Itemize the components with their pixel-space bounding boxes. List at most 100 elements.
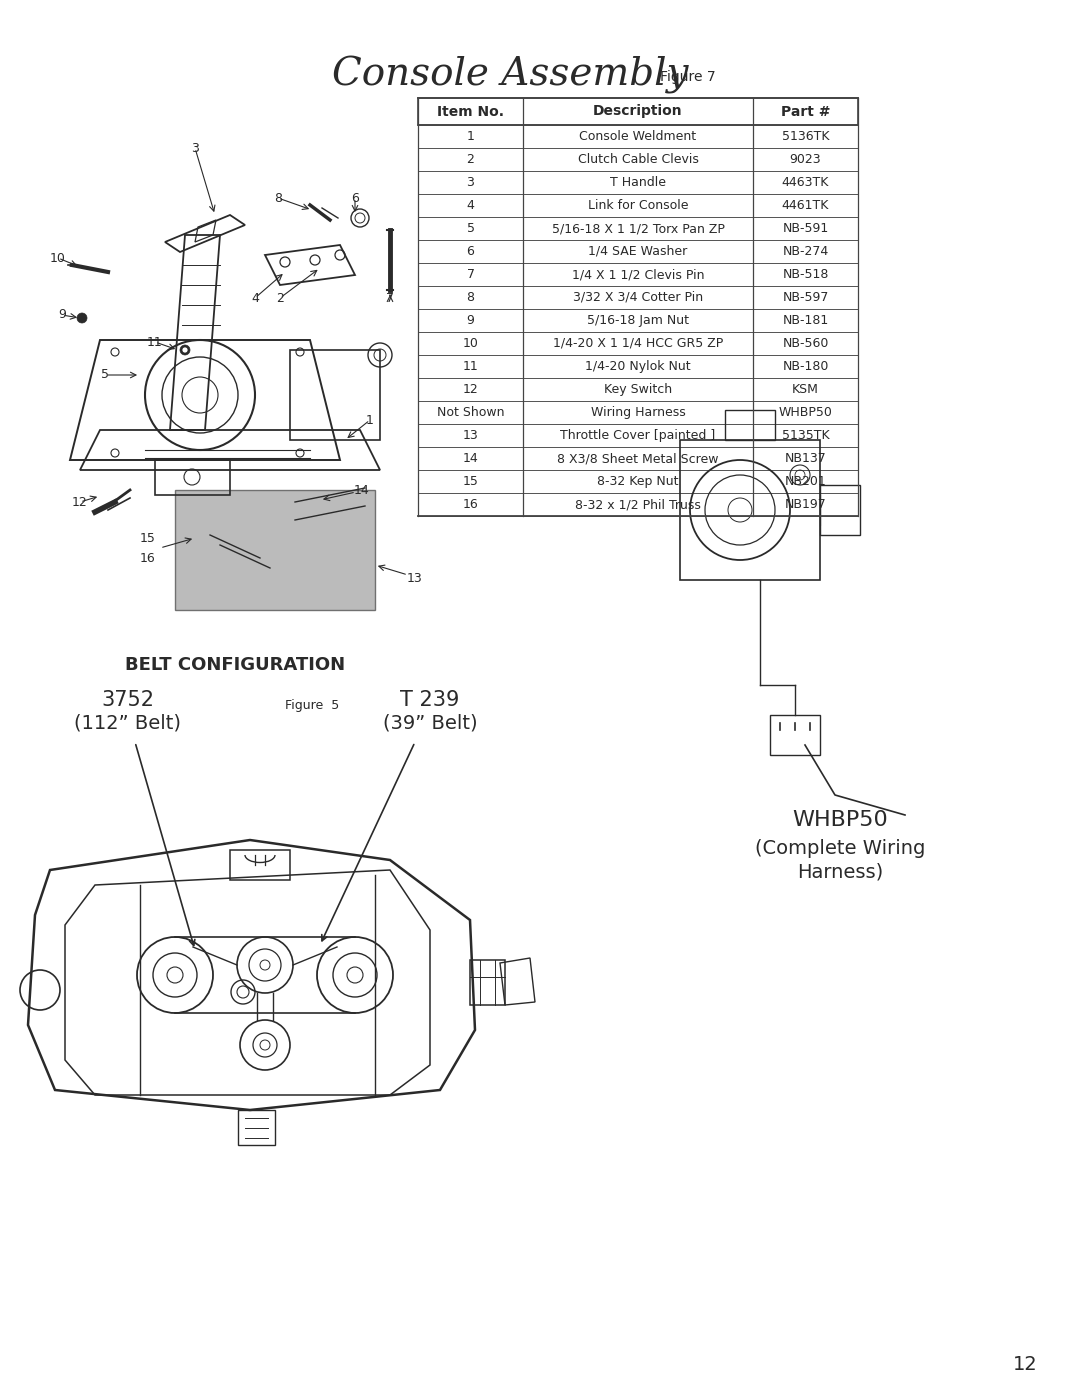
Text: 1/4-20 X 1 1/4 HCC GR5 ZP: 1/4-20 X 1 1/4 HCC GR5 ZP	[553, 337, 724, 351]
Text: 5: 5	[467, 222, 474, 235]
Text: 2: 2	[467, 154, 474, 166]
Text: NB-518: NB-518	[782, 268, 828, 281]
Text: 3752: 3752	[102, 690, 154, 710]
Text: 6: 6	[467, 244, 474, 258]
Text: 5/16-18 X 1 1/2 Torx Pan ZP: 5/16-18 X 1 1/2 Torx Pan ZP	[552, 222, 725, 235]
Text: Link for Console: Link for Console	[588, 198, 688, 212]
Text: 10: 10	[50, 251, 66, 264]
Text: 13: 13	[462, 429, 478, 441]
Text: Figure 7: Figure 7	[660, 70, 716, 84]
Text: 12: 12	[1013, 1355, 1038, 1375]
Bar	[418, 425, 858, 447]
Text: 4: 4	[467, 198, 474, 212]
Text: 12: 12	[462, 383, 478, 395]
Text: 5: 5	[102, 369, 109, 381]
Text: 15: 15	[140, 531, 156, 545]
Text: (112” Belt): (112” Belt)	[75, 714, 181, 732]
Text: 1/4 X 1 1/2 Clevis Pin: 1/4 X 1 1/2 Clevis Pin	[571, 268, 704, 281]
Text: Not Shown: Not Shown	[436, 407, 504, 419]
Text: Figure  5: Figure 5	[285, 698, 339, 711]
Bar	[418, 469, 858, 493]
Bar	[418, 355, 858, 379]
Text: 6: 6	[351, 191, 359, 204]
Text: Wiring Harness: Wiring Harness	[591, 407, 686, 419]
Bar	[418, 493, 858, 515]
Text: BELT CONFIGURATION: BELT CONFIGURATION	[125, 657, 346, 673]
Bar	[418, 286, 858, 309]
Text: (39” Belt): (39” Belt)	[382, 714, 477, 732]
Bar	[418, 401, 858, 425]
Bar	[175, 490, 375, 610]
Text: 3/32 X 3/4 Cotter Pin: 3/32 X 3/4 Cotter Pin	[572, 291, 703, 305]
Circle shape	[180, 345, 190, 355]
Text: 3: 3	[191, 141, 199, 155]
Text: NB-560: NB-560	[782, 337, 828, 351]
Bar	[418, 170, 858, 194]
Text: 15: 15	[462, 475, 478, 488]
Text: 1/4 SAE Washer: 1/4 SAE Washer	[589, 244, 688, 258]
Text: 1/4-20 Nylok Nut: 1/4-20 Nylok Nut	[585, 360, 691, 373]
Text: 13: 13	[407, 571, 423, 584]
Bar	[418, 447, 858, 469]
Text: Part #: Part #	[781, 105, 831, 119]
Text: 8: 8	[274, 191, 282, 204]
Text: (Complete Wiring: (Complete Wiring	[755, 838, 926, 858]
Bar	[418, 263, 858, 286]
Text: NB137: NB137	[785, 453, 826, 465]
Text: Description: Description	[593, 105, 683, 119]
Text: 14: 14	[462, 453, 478, 465]
Text: NB-181: NB-181	[782, 314, 828, 327]
Bar	[418, 332, 858, 355]
Bar	[418, 98, 858, 124]
Text: 5136TK: 5136TK	[782, 130, 829, 142]
Text: NB-591: NB-591	[782, 222, 828, 235]
Text: NB-274: NB-274	[782, 244, 828, 258]
Bar	[418, 309, 858, 332]
Text: 4: 4	[251, 292, 259, 305]
Text: Console Weldment: Console Weldment	[580, 130, 697, 142]
Text: 1: 1	[467, 130, 474, 142]
Text: Console Assembly: Console Assembly	[332, 56, 688, 94]
Text: Item No.: Item No.	[437, 105, 504, 119]
Text: 9: 9	[467, 314, 474, 327]
Text: 16: 16	[462, 497, 478, 511]
Bar	[418, 124, 858, 148]
Text: T Handle: T Handle	[610, 176, 666, 189]
Text: 8 X3/8 Sheet Metal Screw: 8 X3/8 Sheet Metal Screw	[557, 453, 719, 465]
Bar	[418, 379, 858, 401]
Text: 12: 12	[72, 496, 87, 509]
Text: NB201: NB201	[785, 475, 826, 488]
Bar	[418, 148, 858, 170]
Text: 4461TK: 4461TK	[782, 198, 829, 212]
Bar	[418, 240, 858, 263]
Text: Harness): Harness)	[797, 862, 883, 882]
Text: T 239: T 239	[401, 690, 460, 710]
Text: Throttle Cover [painted ]: Throttle Cover [painted ]	[561, 429, 716, 441]
Text: Key Switch: Key Switch	[604, 383, 672, 395]
Text: 5135TK: 5135TK	[782, 429, 829, 441]
Text: 10: 10	[462, 337, 478, 351]
Text: 3: 3	[467, 176, 474, 189]
Text: WHBP50: WHBP50	[779, 407, 833, 419]
Bar	[418, 217, 858, 240]
Text: 8-32 Kep Nut: 8-32 Kep Nut	[597, 475, 678, 488]
Text: 5/16-18 Jam Nut: 5/16-18 Jam Nut	[588, 314, 689, 327]
Bar	[418, 194, 858, 217]
Text: 11: 11	[462, 360, 478, 373]
Text: 8-32 x 1/2 Phil Truss: 8-32 x 1/2 Phil Truss	[575, 497, 701, 511]
Text: 1: 1	[366, 414, 374, 426]
Text: 11: 11	[147, 335, 163, 348]
Text: 16: 16	[140, 552, 156, 564]
Text: 14: 14	[354, 483, 369, 496]
Text: Clutch Cable Clevis: Clutch Cable Clevis	[578, 154, 699, 166]
Text: 7: 7	[386, 292, 394, 305]
Text: 7: 7	[467, 268, 474, 281]
Text: 4463TK: 4463TK	[782, 176, 829, 189]
Text: NB-597: NB-597	[782, 291, 828, 305]
Text: KSM: KSM	[792, 383, 819, 395]
Circle shape	[77, 313, 87, 323]
Text: 8: 8	[467, 291, 474, 305]
Text: WHBP50: WHBP50	[792, 810, 888, 830]
Text: NB-180: NB-180	[782, 360, 828, 373]
Text: 9023: 9023	[789, 154, 821, 166]
